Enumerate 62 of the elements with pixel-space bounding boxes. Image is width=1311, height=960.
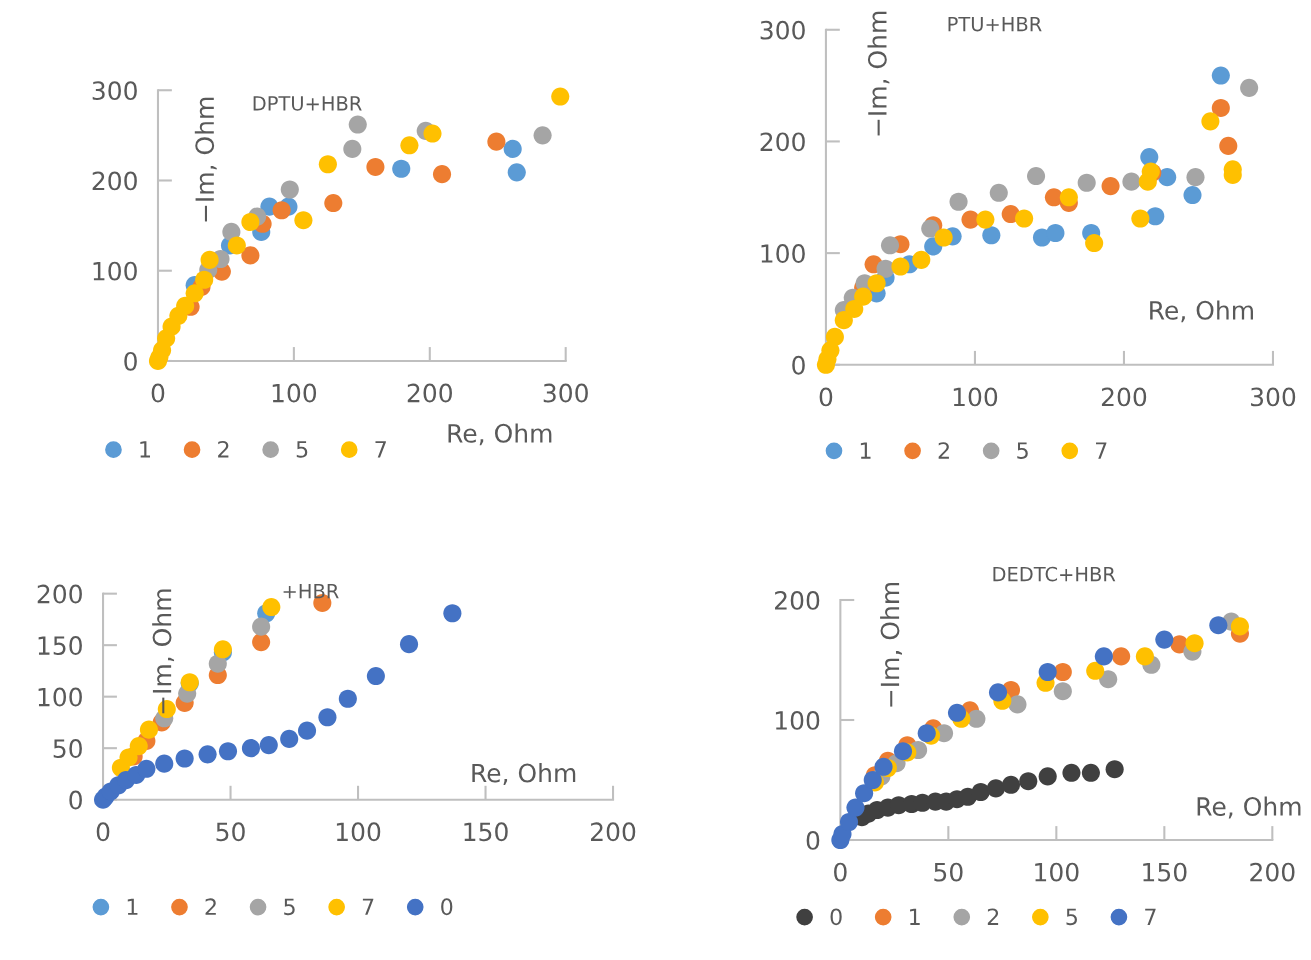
x-tick-label: 0 bbox=[819, 387, 833, 407]
x-tick-label: 300 bbox=[1251, 387, 1296, 407]
legend-label: 2 bbox=[218, 440, 229, 458]
y-tick-label: 200 bbox=[92, 171, 137, 191]
x-tick-label: 200 bbox=[1250, 862, 1295, 882]
x-axis-title: Re, Ohm bbox=[472, 763, 576, 786]
x-tick-label: 200 bbox=[1101, 387, 1147, 407]
y-tick-label: 0 bbox=[124, 351, 137, 371]
chart-title: +HBR bbox=[283, 583, 339, 599]
y-axis-title: −Im, Ohm bbox=[152, 589, 175, 714]
x-tick-label: 100 bbox=[953, 387, 998, 407]
y-tick-label: 100 bbox=[775, 710, 820, 730]
legend-label: 5 bbox=[284, 898, 295, 916]
legend-label: 1 bbox=[860, 442, 871, 459]
x-tick-label: 0 bbox=[834, 862, 847, 882]
x-tick-label: 0 bbox=[151, 383, 165, 403]
y-axis-title: −Im, Ohm bbox=[880, 582, 902, 707]
legend-label: 5 bbox=[1066, 908, 1077, 926]
x-tick-label: 150 bbox=[464, 822, 508, 842]
chart-title: PTU+HBR bbox=[948, 16, 1042, 32]
y-axis-title: −Im, Ohm bbox=[194, 97, 217, 222]
x-tick-label: 300 bbox=[543, 383, 588, 403]
legend-label: 1 bbox=[910, 908, 920, 925]
chart-title: DEDTC+HBR bbox=[993, 566, 1116, 582]
legend-label: 0 bbox=[830, 908, 842, 926]
y-tick-label: 50 bbox=[53, 739, 82, 759]
y-tick-label: 200 bbox=[760, 132, 805, 152]
y-tick-label: 300 bbox=[92, 81, 137, 101]
y-tick-label: 300 bbox=[760, 20, 805, 40]
legend-label: 5 bbox=[296, 441, 308, 458]
x-tick-label: 200 bbox=[591, 822, 636, 842]
y-tick-label: 200 bbox=[775, 590, 820, 610]
x-tick-label: 200 bbox=[407, 383, 452, 403]
legend-label: 1 bbox=[140, 441, 150, 458]
x-axis-title: Re, Ohm bbox=[1150, 300, 1253, 323]
legend-label: 1 bbox=[127, 898, 138, 915]
x-tick-label: 100 bbox=[272, 383, 317, 403]
y-tick-label: 200 bbox=[37, 584, 82, 604]
x-tick-label: 50 bbox=[934, 862, 963, 882]
x-tick-label: 100 bbox=[1035, 862, 1079, 882]
x-axis-title: Re, Ohm bbox=[448, 423, 552, 446]
legend-label: 7 bbox=[375, 441, 386, 458]
y-tick-label: 100 bbox=[761, 244, 805, 263]
legend-label: 7 bbox=[1096, 442, 1107, 459]
y-tick-label: 0 bbox=[792, 355, 805, 375]
legend-label: 0 bbox=[441, 898, 453, 916]
legend-label: 7 bbox=[1145, 908, 1156, 925]
x-tick-label: 150 bbox=[1143, 862, 1187, 882]
x-axis-title: Re, Ohm bbox=[1197, 796, 1301, 819]
y-axis-title: −Im, Ohm bbox=[867, 11, 890, 136]
y-tick-label: 0 bbox=[69, 790, 82, 810]
legend-label: 2 bbox=[938, 442, 949, 459]
y-tick-label: 100 bbox=[38, 687, 82, 707]
y-tick-label: 150 bbox=[38, 636, 82, 656]
y-tick-label: 100 bbox=[93, 261, 137, 281]
legend-label: 2 bbox=[987, 908, 999, 925]
legend-label: 7 bbox=[362, 898, 374, 915]
x-tick-label: 100 bbox=[336, 822, 381, 842]
legend-label: 5 bbox=[1017, 442, 1028, 459]
x-tick-label: 50 bbox=[216, 822, 245, 842]
chart-title: DPTU+HBR bbox=[253, 96, 362, 111]
legend-label: 2 bbox=[205, 898, 216, 915]
